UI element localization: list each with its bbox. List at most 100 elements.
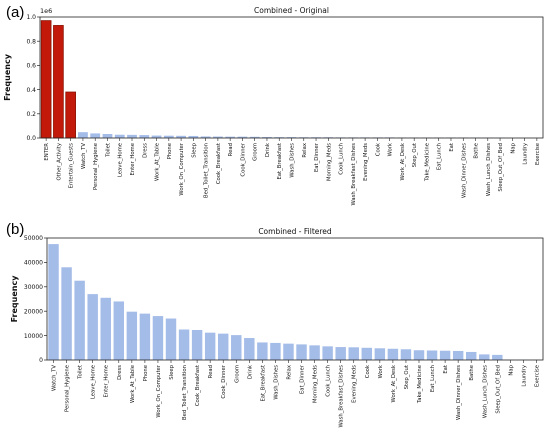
bar-work-at-table xyxy=(151,135,162,138)
bar-enter-home xyxy=(127,134,137,138)
x-tick-label: Groom xyxy=(253,143,259,161)
bar-take-medicine xyxy=(413,350,425,360)
y-scale-note: 1e6 xyxy=(40,7,52,15)
bar-relax xyxy=(283,343,294,360)
x-tick-label: Enter_Home xyxy=(130,143,136,176)
bar-wash-dishes xyxy=(286,137,297,138)
x-tick-label: Dress xyxy=(142,143,148,158)
bar-sleep xyxy=(165,318,177,360)
x-tick-label: Eat_Breakfast xyxy=(277,143,283,180)
y-tick-label: 0.8 xyxy=(26,38,36,45)
x-tick-label: Eat_Dinner xyxy=(314,142,320,172)
x-tick-label: Evening_Meds xyxy=(352,365,358,403)
x-tick-label: Wash_Breakfast_Dishes xyxy=(351,143,357,206)
bar-toilet xyxy=(102,134,113,138)
x-tick-label: Phone xyxy=(143,365,149,381)
x-tick-label: Sleep_Out_Of_Bed xyxy=(495,365,501,414)
bar-work-on-computer xyxy=(152,316,164,360)
bar-groom xyxy=(231,335,242,360)
x-tick-label: Enter_Home xyxy=(104,365,110,398)
bar-watch-tv xyxy=(78,132,88,138)
x-tick-label: Work_At_Table xyxy=(155,143,161,181)
bar-leave-home xyxy=(114,134,125,138)
x-tick-label: Take_Medicine xyxy=(424,143,430,182)
chart-filtered: Combined - Filtered Frequency 0 10000 20000 3… xyxy=(10,227,544,427)
x-tick-label: Sleep_Out_Of_Bed xyxy=(498,143,504,192)
y-tick-label: 20000 xyxy=(24,308,43,315)
bar-eat-breakfast xyxy=(257,342,268,360)
x-tick-label: Cook_Lunch xyxy=(339,143,345,175)
x-tick-label: Take_Medicine xyxy=(417,365,423,404)
x-tick-label: Eat_Lunch xyxy=(437,143,443,170)
x-tick-label: Read xyxy=(228,143,234,156)
x-tick-label: Nap xyxy=(510,142,516,153)
x-tick-label: Cook xyxy=(375,142,381,156)
plot-frame xyxy=(39,16,544,139)
x-tick-label: Cook_Breakfast xyxy=(216,143,222,184)
y-axis-label: Frequency xyxy=(10,275,19,323)
x-tick-label: Work_At_Desk xyxy=(400,142,406,180)
bar-work-at-table xyxy=(126,311,138,360)
x-tick-label: Laundry xyxy=(521,365,527,387)
panel-label-b: (b) xyxy=(6,221,25,238)
x-tick-label: Step_Out xyxy=(404,365,410,389)
x-tick-label: Work_On_Computer xyxy=(156,364,162,417)
bar-entertain-guests xyxy=(65,91,76,139)
x-tick-label: Sleep xyxy=(191,142,197,157)
x-tick-label: Drink xyxy=(247,364,253,379)
y-tick-label: 1.0 xyxy=(26,14,36,21)
y-tick-label: 0.4 xyxy=(26,87,36,94)
bar-work xyxy=(374,348,386,360)
bar-cook xyxy=(361,347,373,360)
y-tick-label: 0.2 xyxy=(26,111,36,118)
bar-drink xyxy=(244,338,255,360)
bar-personal-hygiene xyxy=(90,133,101,138)
bar-toilet xyxy=(74,280,85,360)
bar-cook-dinner xyxy=(217,333,229,360)
bar-phone xyxy=(163,135,174,138)
bar-wash-lunch-dishes xyxy=(479,354,490,360)
x-tick-label: Toilet xyxy=(78,365,84,380)
bar-cook-breakfast xyxy=(212,136,223,138)
x-tick-label: Watch_TV xyxy=(52,365,58,391)
y-tick-label: 30000 xyxy=(24,284,43,291)
x-tick-label: Groom xyxy=(234,365,240,383)
x-tick-label: Bathe xyxy=(474,143,480,159)
x-tick-label: Eat_Dinner xyxy=(300,364,306,394)
x-tick-label: Bed_Toilet_Transition xyxy=(204,143,210,198)
x-tick-label: Laundry xyxy=(523,143,529,165)
bar-enter xyxy=(40,20,52,139)
x-tick-label: Exercise xyxy=(535,143,541,165)
x-tick-label: Work_On_Computer xyxy=(179,142,185,195)
chart-title: Combined - Filtered xyxy=(258,227,332,236)
x-tick-label: Dress xyxy=(117,365,123,380)
y-axis-label: Frequency xyxy=(3,53,12,101)
x-tick-label: ENTER xyxy=(44,143,50,161)
x-tick-label: Cook xyxy=(365,364,371,378)
bar-leave-home xyxy=(87,294,98,360)
chart-original: Combined - Original Frequency 1e6 0.0 0.2 0.4… xyxy=(3,6,544,206)
y-tick-label: 10000 xyxy=(24,333,43,340)
x-tick-label: Eat_Breakfast xyxy=(260,365,266,402)
x-tick-label: Phone xyxy=(167,143,173,159)
bar-bed-toilet-transition xyxy=(178,329,190,360)
x-tick-label: Wash_Lunch_Dishes xyxy=(486,143,492,196)
bar-bed-toilet-transition xyxy=(200,136,211,138)
x-tick-label: Bathe xyxy=(469,365,475,381)
bar-evening-meds xyxy=(348,347,359,360)
y-tick-label: 0.6 xyxy=(26,63,36,70)
y-tick-label: 0 xyxy=(39,357,43,364)
y-tick-label: 40000 xyxy=(24,260,43,267)
x-tick-label: Morning_Meds xyxy=(326,143,332,181)
x-tick-label: Watch_TV xyxy=(81,143,87,169)
x-tick-label: Read xyxy=(208,365,214,378)
x-tick-label: Nap xyxy=(508,364,514,375)
x-tick-label: Wash_Lunch_Dishes xyxy=(482,365,488,418)
bar-step-out xyxy=(400,349,412,360)
x-tick-label: Exercise xyxy=(534,365,540,387)
x-tick-label: Leave_Home xyxy=(91,365,97,399)
x-tick-label: Work_At_Desk xyxy=(391,364,397,402)
bar-groom xyxy=(249,136,260,138)
x-tick-label: Cook_Dinner xyxy=(221,364,227,398)
